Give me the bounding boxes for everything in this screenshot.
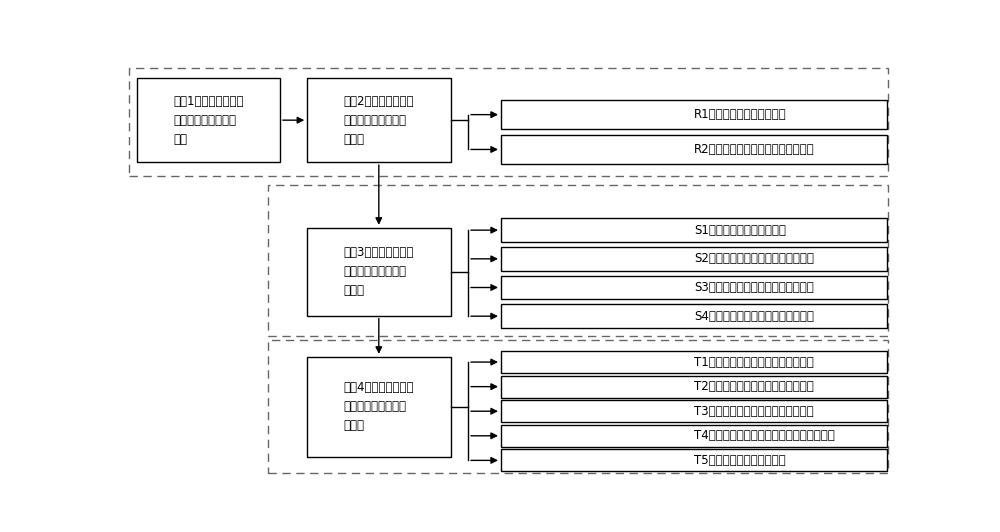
Bar <box>307 78 450 162</box>
Bar <box>501 218 887 242</box>
Text: T1、叶片噪声特征分布状态参量分族: T1、叶片噪声特征分布状态参量分族 <box>694 355 814 369</box>
Bar <box>501 376 887 398</box>
Text: 步骤4：风力发电机组
运行过程中噪声数据
的评估: 步骤4：风力发电机组 运行过程中噪声数据 的评估 <box>344 381 414 433</box>
Text: R2、风力发电机组运行音频数据采集: R2、风力发电机组运行音频数据采集 <box>694 143 814 156</box>
Bar <box>268 185 888 336</box>
Bar <box>501 450 887 471</box>
Text: S4、叶片噪声特征分布状态参量累积: S4、叶片噪声特征分布状态参量累积 <box>694 310 814 323</box>
Text: S3、叶片噪声特征分布状态参量计算: S3、叶片噪声特征分布状态参量计算 <box>694 281 814 294</box>
Bar <box>501 425 887 447</box>
Bar <box>501 400 887 422</box>
Text: T3、叶片噪声特征分布状态函数构建: T3、叶片噪声特征分布状态函数构建 <box>694 405 813 418</box>
Bar <box>501 135 887 164</box>
Bar <box>137 78 280 162</box>
Bar <box>307 228 450 316</box>
Bar <box>129 68 888 177</box>
Bar <box>307 357 450 457</box>
Text: S1、叶片健康监测数据筛选: S1、叶片健康监测数据筛选 <box>694 223 786 237</box>
Text: S2、叶片健康监测有效数据参量提取: S2、叶片健康监测有效数据参量提取 <box>694 252 814 265</box>
Bar <box>501 276 887 300</box>
Text: R1、叶片健康监测装置调试: R1、叶片健康监测装置调试 <box>694 108 786 121</box>
Bar <box>501 304 887 328</box>
Text: 步骤2：风力发电机组
运行过程中噪声数据
的采集: 步骤2：风力发电机组 运行过程中噪声数据 的采集 <box>344 95 414 146</box>
Bar <box>501 247 887 271</box>
Text: 步骤3：风力发电机组
运行过程中噪声数据
的分析: 步骤3：风力发电机组 运行过程中噪声数据 的分析 <box>344 246 414 297</box>
Bar <box>501 351 887 373</box>
Text: T5、叶片运行健康状态判断: T5、叶片运行健康状态判断 <box>694 454 785 467</box>
Text: 步骤1：风力发电机组
叶片健康监测装置的
安装: 步骤1：风力发电机组 叶片健康监测装置的 安装 <box>173 95 244 146</box>
Text: T2、叶片噪声特征分布状态参量修正: T2、叶片噪声特征分布状态参量修正 <box>694 380 814 393</box>
Text: T4、叶片噪声特征分布状态结果改变量获取: T4、叶片噪声特征分布状态结果改变量获取 <box>694 429 835 442</box>
Bar <box>268 340 888 473</box>
Bar <box>501 100 887 129</box>
